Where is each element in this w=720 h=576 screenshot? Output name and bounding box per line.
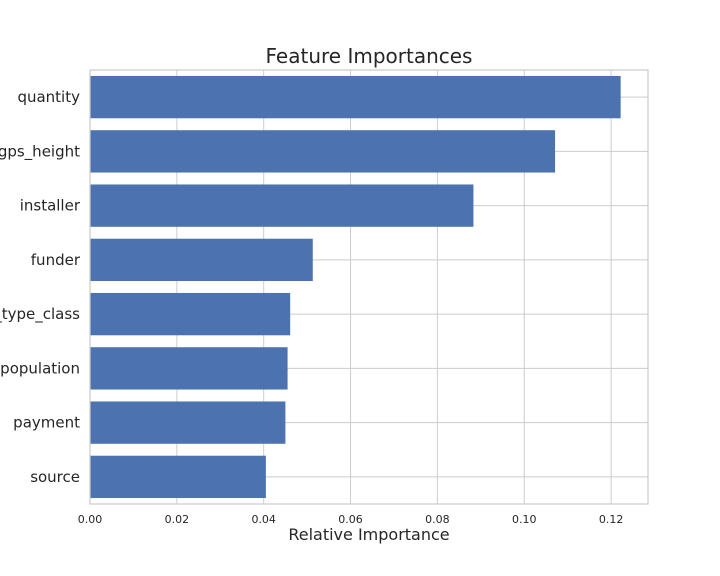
bar-source [90, 455, 266, 499]
bar-quantity [90, 75, 621, 119]
y-tick-labels: quantity gps_height installer funder extract… [0, 88, 81, 486]
y-tick-label: payment [13, 414, 80, 432]
x-tick-label: 0.06 [338, 513, 363, 526]
plot-frame [89, 69, 649, 505]
bar-gps-height [90, 130, 556, 173]
x-tick-label: 0.00 [78, 513, 103, 526]
y-tick-label: funder [31, 251, 81, 269]
bar-installer [90, 184, 474, 227]
bar-layer [90, 75, 621, 499]
x-axis-label: Relative Importance [288, 525, 449, 544]
y-tick-label: installer [20, 197, 81, 215]
x-tick-label: 0.02 [165, 513, 190, 526]
bar-extraction-type-class [90, 292, 291, 336]
x-tick-labels: 0.00 0.02 0.04 0.06 0.08 0.10 0.12 [78, 513, 624, 526]
y-tick-label: extraction_type_class [0, 305, 80, 324]
bar-population [90, 347, 288, 390]
y-tick-label: gps_height [0, 142, 80, 161]
bar-funder [90, 238, 313, 282]
x-tick-label: 0.10 [512, 513, 537, 526]
chart-title: Feature Importances [266, 44, 473, 68]
y-tick-label: source [30, 468, 80, 486]
bar-payment [90, 401, 286, 444]
y-tick-label: quantity [17, 88, 80, 106]
x-tick-label: 0.08 [425, 513, 450, 526]
x-tick-label: 0.12 [599, 513, 624, 526]
x-tick-label: 0.04 [251, 513, 276, 526]
y-tick-label: population [0, 359, 80, 377]
